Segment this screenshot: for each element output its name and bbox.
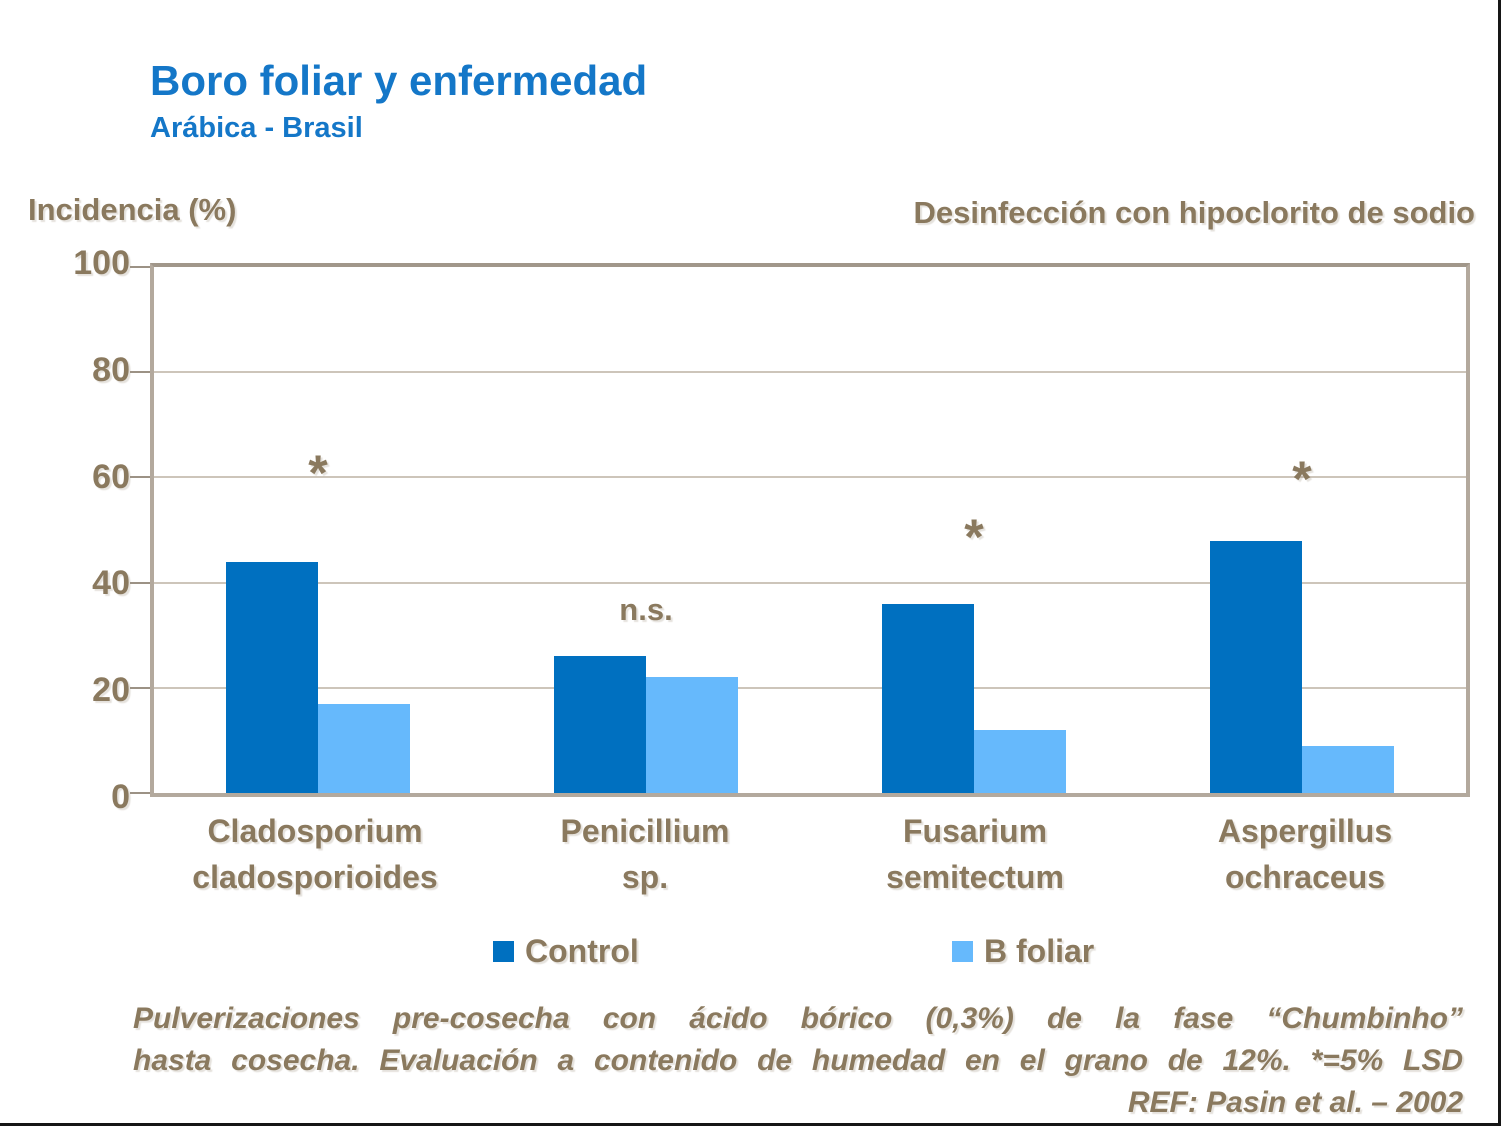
legend-swatch — [493, 941, 514, 962]
y-axis-title: Incidencia (%) — [28, 192, 237, 227]
footer-line-2: hasta cosecha. Evaluación a contenido de… — [133, 1044, 1463, 1077]
significance-annotation: n.s. — [619, 591, 673, 627]
y-tick-label: 40 — [92, 564, 130, 603]
page-title: Boro foliar y enfermedad — [150, 57, 648, 104]
y-tick-mark — [130, 581, 150, 584]
y-tick-label: 100 — [73, 244, 130, 282]
x-category-label: Aspergillus ochraceus — [1217, 813, 1393, 895]
gridline — [154, 476, 1466, 479]
bar-b-foliar — [646, 677, 738, 793]
gridline — [154, 371, 1466, 374]
bar-group: n.s. — [482, 267, 810, 793]
legend-label: Control — [525, 933, 639, 969]
y-tick-mark — [130, 686, 150, 689]
y-tick-mark — [130, 792, 150, 794]
y-tick-mark — [130, 266, 150, 268]
bar-control — [1210, 540, 1302, 793]
x-category-label: Penicillium sp. — [560, 813, 730, 895]
right-heading: Desinfección con hipoclorito de sodio — [913, 195, 1476, 230]
x-axis-labels: Cladosporium cladosporioides Penicillium sp… — [150, 808, 1470, 900]
y-tick-label: 20 — [92, 671, 130, 710]
bar-control — [226, 561, 318, 793]
footer-line-1: Pulverizaciones pre-cosecha con ácido bó… — [133, 1002, 1463, 1035]
significance-annotation: * — [964, 508, 984, 565]
bar-b-foliar — [974, 729, 1066, 793]
bar-b-foliar — [318, 703, 410, 793]
legend: Control B foliar — [0, 933, 1498, 973]
y-tick-label: 60 — [92, 457, 130, 496]
page-subtitle: Arábica - Brasil — [150, 112, 363, 144]
gridline — [154, 686, 1466, 689]
bar-group: * — [154, 267, 482, 793]
y-tick-label: 80 — [92, 350, 130, 389]
legend-label: B foliar — [984, 933, 1095, 969]
x-category-label: Cladosporium cladosporioides — [192, 813, 438, 895]
y-axis: 0 20 40 60 80 100 — [0, 244, 130, 816]
bar-control — [882, 603, 974, 793]
y-tick-mark — [130, 371, 150, 374]
plot-area: * n.s. * * — [130, 263, 1470, 797]
significance-annotation: * — [308, 445, 328, 502]
y-tick-label: 0 — [111, 778, 130, 816]
y-tick-mark — [130, 476, 150, 479]
footer-note: Pulverizaciones pre-cosecha con ácido bó… — [133, 998, 1463, 1123]
bar-b-foliar — [1302, 745, 1394, 793]
x-category-label: Fusarium semitectum — [886, 813, 1064, 895]
legend-swatch — [952, 941, 973, 962]
legend-item-b-foliar: B foliar — [952, 933, 1094, 970]
significance-annotation: * — [1292, 450, 1312, 507]
bar-control — [554, 656, 646, 793]
bar-group: * — [810, 267, 1138, 793]
legend-item-control: Control — [493, 933, 639, 970]
gridline — [154, 581, 1466, 584]
bar-group: * — [1138, 267, 1466, 793]
footer-reference: REF: Pasin et al. – 2002 — [1127, 1086, 1463, 1119]
